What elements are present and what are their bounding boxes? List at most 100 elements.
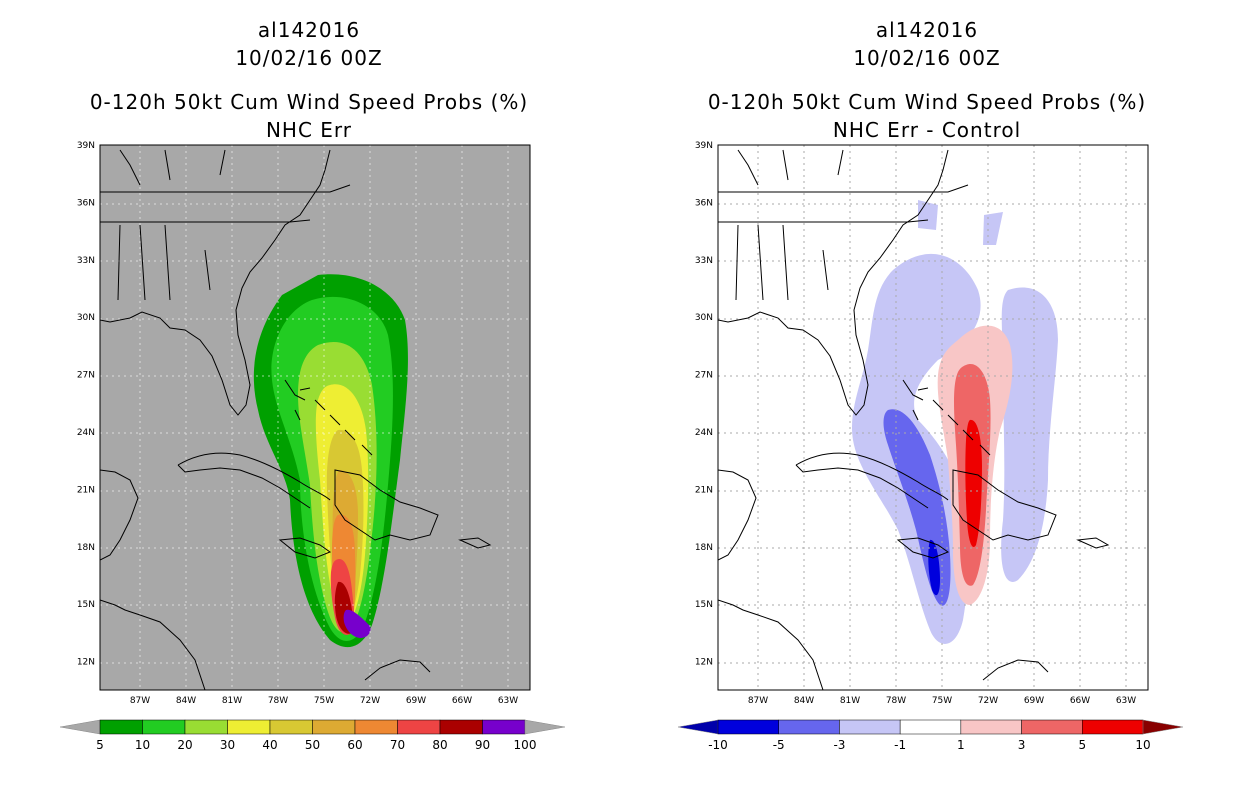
left-map-frame: [99, 144, 531, 691]
lat-label: 21N: [695, 485, 713, 495]
lat-label: 15N: [77, 600, 95, 610]
left-panel: al142016 10/02/16 00Z 0-120h 50kt Cum Wi…: [59, 18, 566, 752]
right-subtitle: NHC Err - Control: [832, 118, 1022, 142]
colorbar-label: 20: [177, 738, 192, 752]
lon-label: 63W: [1116, 696, 1136, 706]
right-lat-axis: 39N 36N 33N 30N 27N 24N 21N 18N 15N 12N: [695, 141, 713, 668]
lat-label: 30N: [77, 313, 95, 323]
colorbar-label: 90: [475, 738, 490, 752]
lat-label: 33N: [77, 256, 95, 266]
lon-label: 72W: [360, 696, 380, 706]
lon-label: 63W: [498, 696, 518, 706]
left-storm-id: al142016: [257, 18, 361, 42]
colorbar-swatch: [960, 719, 1022, 735]
diff-contour-pos5: [965, 419, 982, 548]
left-lat-axis: 39N 36N 33N 30N 27N 24N 21N 18N 15N 12N: [77, 141, 95, 668]
left-datetime: 10/02/16 00Z: [235, 46, 383, 70]
left-map-svg: 39N 36N 33N 30N 27N 24N 21N 18N 15N 12N 87W 84W 81W…: [59, 141, 566, 752]
diff-contour-neg5: [928, 539, 940, 596]
lon-label: 87W: [130, 696, 150, 706]
colorbar-swatch: [1021, 719, 1083, 735]
lat-label: 18N: [77, 543, 95, 553]
lat-label: 36N: [77, 198, 95, 208]
lat-label: 12N: [695, 658, 713, 668]
lon-label: 84W: [794, 696, 814, 706]
lat-label: 27N: [695, 371, 713, 381]
colorbar-label: -3: [833, 738, 845, 752]
left-lon-axis: 87W 84W 81W 78W 75W 72W 69W 66W 63W: [130, 696, 518, 706]
lat-label: 39N: [77, 141, 95, 151]
colorbar-swatch: [269, 719, 313, 735]
colorbar-label: 70: [390, 738, 405, 752]
lon-label: 78W: [268, 696, 288, 706]
lon-label: 81W: [840, 696, 860, 706]
lat-label: 39N: [695, 141, 713, 151]
lat-label: 24N: [695, 428, 713, 438]
right-product-title: 0-120h 50kt Cum Wind Speed Probs (%): [707, 90, 1147, 114]
lat-label: 21N: [77, 485, 95, 495]
colorbar-label: 3: [1018, 738, 1026, 752]
lon-label: 87W: [748, 696, 768, 706]
colorbar-label: 50: [305, 738, 320, 752]
lon-label: 84W: [176, 696, 196, 706]
lat-label: 33N: [695, 256, 713, 266]
lat-label: 15N: [695, 600, 713, 610]
lon-label: 72W: [978, 696, 998, 706]
lat-label: 18N: [695, 543, 713, 553]
right-coastlines: [718, 149, 1110, 690]
colorbar-label: 60: [347, 738, 362, 752]
colorbar-swatch: [184, 719, 228, 735]
colorbar-swatch: [312, 719, 356, 735]
lat-label: 36N: [695, 198, 713, 208]
lat-label: 24N: [77, 428, 95, 438]
lon-label: 75W: [932, 696, 952, 706]
right-map-svg: 39N 36N 33N 30N 27N 24N 21N 18N 15N 12N 87W 84W 81W…: [677, 141, 1184, 752]
colorbar-over-triangle: [524, 719, 566, 735]
right-map-frame: [717, 144, 1149, 691]
right-lon-axis: 87W 84W 81W 78W 75W 72W 69W 66W 63W: [748, 696, 1136, 706]
colorbar-swatch: [397, 719, 441, 735]
colorbar-swatch: [354, 719, 398, 735]
left-subtitle: NHC Err: [265, 118, 353, 142]
colorbar-swatch: [1082, 719, 1144, 735]
colorbar-swatch: [142, 719, 186, 735]
colorbar-swatch: [899, 719, 962, 735]
colorbar-label: 30: [220, 738, 235, 752]
colorbar-label: -1: [894, 738, 906, 752]
lon-label: 69W: [406, 696, 426, 706]
colorbar-label: 100: [514, 738, 537, 752]
right-panel: al142016 10/02/16 00Z 0-120h 50kt Cum Wi…: [618, 0, 1236, 800]
colorbar-swatch: [439, 719, 483, 735]
lon-label: 78W: [886, 696, 906, 706]
colorbar-label: 1: [957, 738, 965, 752]
colorbar-over-triangle: [1142, 719, 1184, 735]
colorbar-swatch: [227, 719, 271, 735]
colorbar-label: 80: [432, 738, 447, 752]
colorbar-label: 5: [1078, 738, 1086, 752]
lat-label: 30N: [695, 313, 713, 323]
right-colorbar: -10 -5 -3 -1 1 3 5 10: [677, 719, 1184, 752]
diff-contour-neg1-east: [1001, 287, 1058, 582]
lon-label: 69W: [1024, 696, 1044, 706]
colorbar-label: 10: [135, 738, 150, 752]
colorbar-under-triangle: [59, 719, 101, 735]
colorbar-swatch: [99, 719, 143, 735]
colorbar-swatch: [778, 719, 840, 735]
colorbar-label: 5: [96, 738, 104, 752]
colorbar-swatch: [839, 719, 901, 735]
left-coastlines: [100, 149, 492, 690]
lat-label: 12N: [77, 658, 95, 668]
left-product-title: 0-120h 50kt Cum Wind Speed Probs (%): [89, 90, 529, 114]
colorbar-label: -5: [773, 738, 785, 752]
colorbar-under-triangle: [677, 719, 719, 735]
lon-label: 81W: [222, 696, 242, 706]
lon-label: 66W: [1070, 696, 1090, 706]
right-datetime: 10/02/16 00Z: [853, 46, 1001, 70]
colorbar-swatch: [717, 719, 779, 735]
left-colorbar: 5 10 20 30 40 50 60 70 80 90 100: [59, 719, 566, 752]
colorbar-swatch: [482, 719, 526, 735]
right-storm-id: al142016: [875, 18, 979, 42]
prob-contour-90: [343, 609, 371, 638]
colorbar-label: -10: [708, 738, 728, 752]
lon-label: 75W: [314, 696, 334, 706]
